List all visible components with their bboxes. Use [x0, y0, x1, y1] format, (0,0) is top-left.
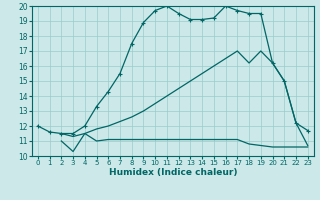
- X-axis label: Humidex (Indice chaleur): Humidex (Indice chaleur): [108, 168, 237, 177]
